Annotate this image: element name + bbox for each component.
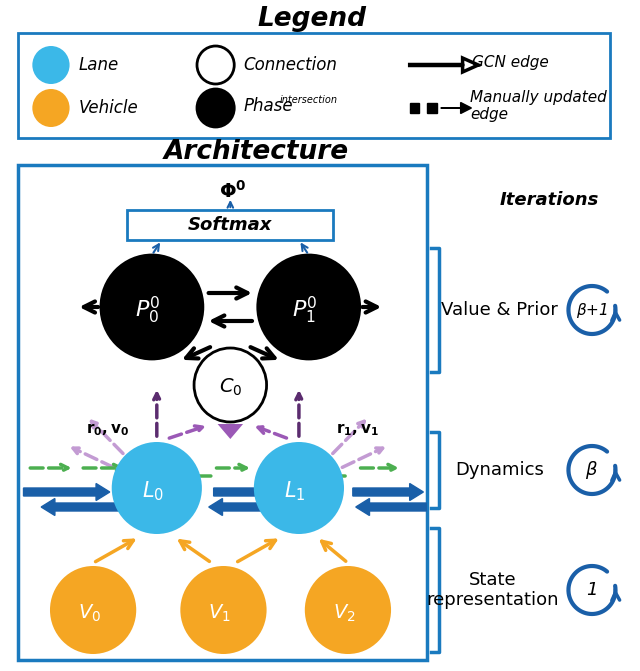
Polygon shape [218, 424, 243, 439]
Text: intersection: intersection [279, 95, 337, 105]
Text: Lane: Lane [79, 56, 118, 74]
FancyArrow shape [410, 58, 478, 72]
Circle shape [112, 442, 202, 534]
Circle shape [197, 46, 234, 84]
Text: Value & Prior: Value & Prior [442, 301, 558, 319]
Bar [127, 210, 333, 240]
Circle shape [33, 89, 70, 127]
Text: State
representation: State representation [427, 570, 559, 609]
Circle shape [194, 348, 267, 422]
Bar [428, 103, 437, 113]
Circle shape [50, 566, 136, 654]
Text: Manually updated
edge: Manually updated edge [470, 90, 607, 122]
Text: Architecture: Architecture [164, 139, 349, 165]
Bar [18, 33, 610, 138]
FancyArrow shape [353, 484, 424, 501]
Text: Legend: Legend [257, 6, 366, 32]
Bar [18, 165, 428, 660]
Text: 1: 1 [586, 581, 598, 599]
Text: $P_1^0$: $P_1^0$ [292, 295, 317, 325]
Text: $C_0$: $C_0$ [219, 376, 242, 398]
Text: Softmax: Softmax [188, 216, 273, 234]
FancyArrow shape [24, 484, 110, 501]
Bar [410, 103, 419, 113]
Circle shape [180, 566, 267, 654]
FancyArrow shape [41, 499, 139, 515]
FancyArrow shape [441, 103, 472, 113]
Text: Iterations: Iterations [499, 191, 598, 209]
Circle shape [254, 442, 344, 534]
Circle shape [101, 255, 203, 359]
Text: $\mathbf{\Phi^0}$: $\mathbf{\Phi^0}$ [220, 180, 247, 202]
FancyArrow shape [209, 499, 279, 515]
Text: $P_0^0$: $P_0^0$ [135, 295, 161, 325]
Text: Phase: Phase [243, 97, 292, 115]
Text: Vehicle: Vehicle [79, 99, 138, 117]
Text: GCN edge: GCN edge [472, 56, 549, 70]
Text: $V_1$: $V_1$ [208, 603, 231, 623]
Circle shape [197, 89, 234, 127]
Text: $L_1$: $L_1$ [284, 479, 306, 503]
Text: $\mathbf{r_0,v_0}$: $\mathbf{r_0,v_0}$ [86, 421, 129, 438]
Text: $V_0$: $V_0$ [77, 603, 100, 623]
Text: Connection: Connection [243, 56, 337, 74]
Text: $\beta$: $\beta$ [586, 459, 598, 481]
Text: $L_0$: $L_0$ [142, 479, 164, 503]
FancyArrow shape [356, 499, 426, 515]
Text: Dynamics: Dynamics [456, 461, 544, 479]
Circle shape [305, 566, 391, 654]
Text: $V_2$: $V_2$ [333, 603, 355, 623]
Text: $\beta$+1: $\beta$+1 [576, 301, 608, 319]
Text: $\mathbf{r_1,v_1}$: $\mathbf{r_1,v_1}$ [336, 421, 380, 438]
Circle shape [258, 255, 360, 359]
FancyArrow shape [214, 484, 284, 501]
Circle shape [33, 46, 70, 84]
